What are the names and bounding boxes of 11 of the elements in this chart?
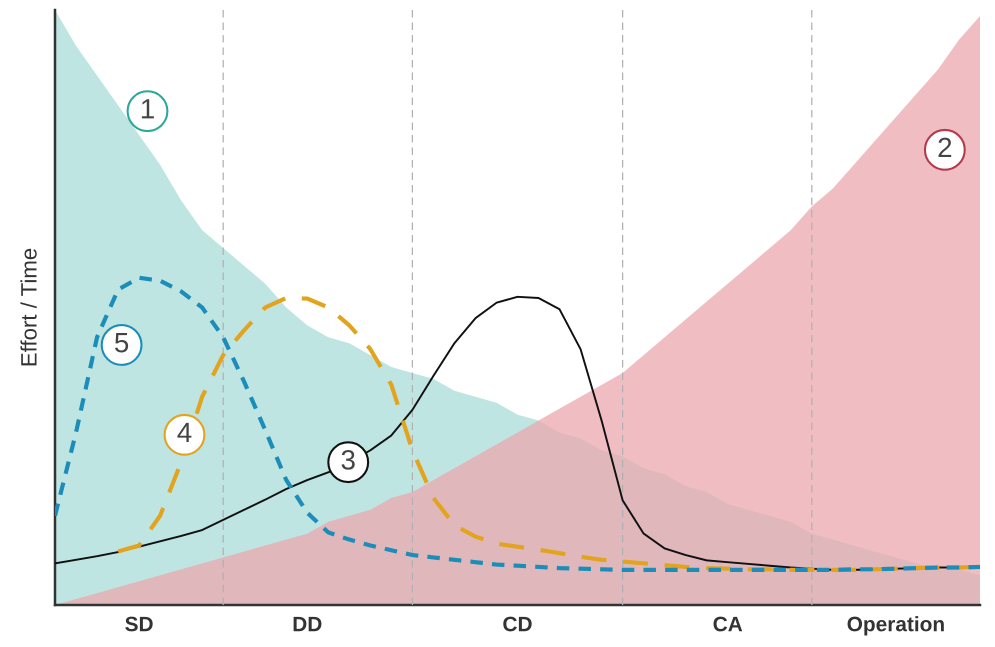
y-axis-title: Effort / Time (20, 248, 37, 366)
x-tick-label: Operation (848, 616, 944, 636)
x-tick-label: SD (125, 616, 153, 632)
series-label: 3 (342, 450, 355, 470)
x-tick-label: CD (503, 616, 532, 632)
x-tick-label: DD (294, 616, 322, 632)
series-label: 1 (142, 99, 154, 118)
series-label: 2 (938, 138, 952, 158)
series-label: 4 (177, 422, 192, 442)
series-label: 5 (114, 333, 128, 352)
x-tick-label: CA (714, 616, 742, 632)
